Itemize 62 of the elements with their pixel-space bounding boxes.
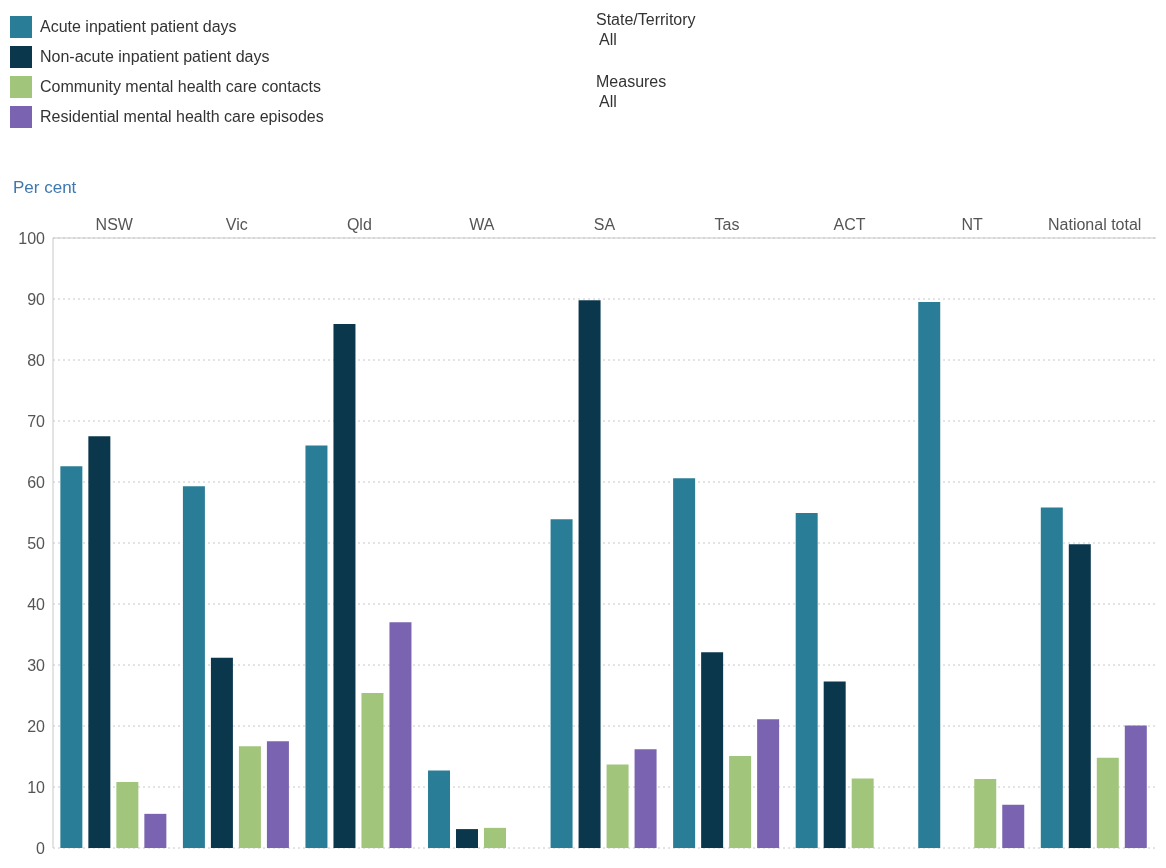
y-tick-label: 10 [27, 778, 46, 796]
y-tick-label: 100 [18, 229, 46, 247]
bar [428, 770, 451, 848]
x-tick-label: National total [1048, 216, 1142, 233]
legend-label: Residential mental health care episodes [40, 108, 324, 126]
bar [578, 300, 601, 848]
y-tick-label: 90 [27, 290, 46, 308]
bar [1124, 725, 1147, 848]
bar [550, 519, 573, 848]
y-tick-label: 70 [27, 412, 46, 430]
bar [182, 486, 205, 848]
y-tick-label: 30 [27, 656, 46, 674]
bar [1096, 757, 1119, 848]
x-tick-label: NT [961, 216, 984, 233]
bar [1040, 507, 1063, 848]
x-tick-label: SA [593, 216, 616, 233]
bar [823, 681, 846, 848]
legend-label: Community mental health care contacts [40, 78, 322, 96]
y-tick-label: 40 [27, 595, 46, 613]
legend-label: Acute inpatient patient days [40, 18, 237, 36]
bar [757, 719, 780, 848]
y-tick-label: 0 [36, 839, 46, 857]
bar [144, 813, 167, 848]
bar [1068, 544, 1091, 848]
bar [606, 764, 629, 848]
x-tick-label: Vic [225, 216, 248, 233]
text: All [599, 30, 618, 50]
bar [729, 755, 752, 848]
legend-label: Non-acute inpatient patient days [40, 48, 270, 66]
text: State/Territory [596, 10, 696, 30]
y-tick-label: 60 [27, 473, 46, 491]
bar [484, 827, 507, 848]
bar [116, 782, 139, 848]
bar [851, 778, 874, 848]
y-tick-label: 20 [27, 717, 46, 735]
bar [701, 652, 724, 848]
bar [918, 302, 941, 848]
bar [974, 779, 997, 848]
y-tick-label: 80 [27, 351, 46, 369]
bar [389, 622, 412, 848]
text: Measures [596, 72, 668, 92]
bar [266, 741, 289, 848]
bar [673, 478, 696, 848]
bar [60, 466, 83, 848]
bar [634, 749, 657, 848]
y-tick-label: 50 [27, 534, 46, 552]
bar [305, 445, 328, 848]
x-tick-label: NSW [95, 216, 134, 233]
x-tick-label: Tas [714, 216, 740, 233]
bar [333, 324, 356, 848]
x-tick-label: Qld [346, 216, 372, 233]
bar [210, 657, 233, 848]
bar [456, 829, 479, 848]
bar [88, 436, 111, 848]
bar [238, 746, 261, 848]
bar [361, 693, 384, 848]
bar [795, 513, 818, 848]
bar [1002, 804, 1025, 848]
x-tick-label: WA [469, 216, 495, 233]
text: All [599, 92, 618, 112]
y-axis-title: Per cent [13, 178, 77, 198]
x-tick-label: ACT [833, 216, 866, 233]
